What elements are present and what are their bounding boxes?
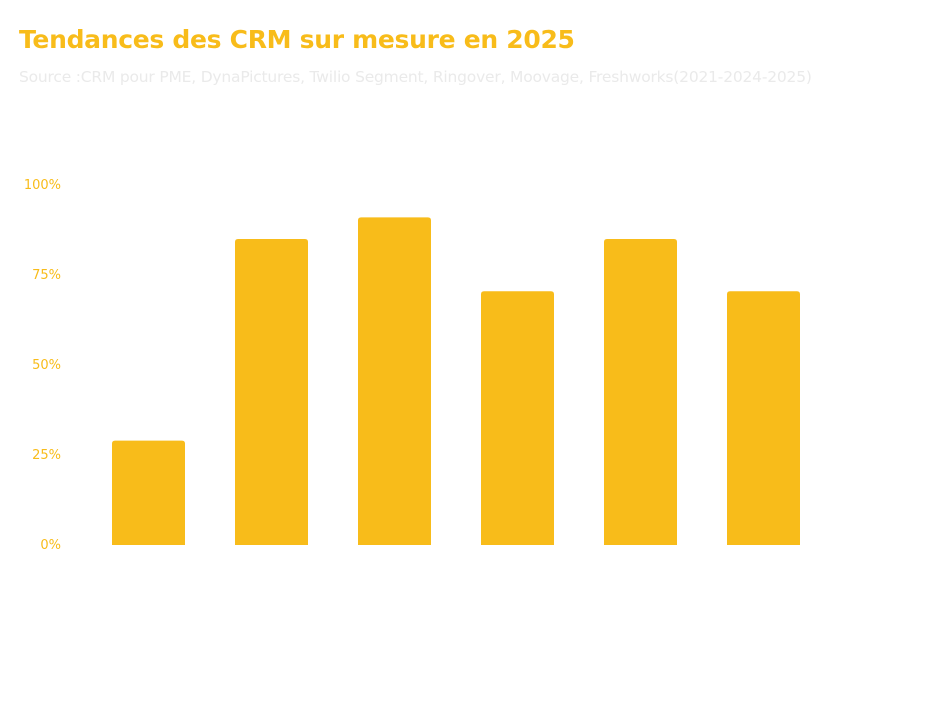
chart-subtitle: Source :CRM pour PME, DynaPictures, Twil…: [19, 68, 812, 86]
bar-6: [727, 291, 800, 545]
bar-1: [112, 440, 185, 545]
chart-title: Tendances des CRM sur mesure en 2025: [19, 25, 575, 54]
bar-3: [358, 217, 431, 545]
bar-4: [481, 291, 554, 545]
bar-5: [604, 239, 677, 545]
bars: [112, 217, 800, 545]
bar-2: [235, 239, 308, 545]
y-tick-label: 25%: [32, 448, 61, 463]
y-axis-ticks: 0% 25% 50% 75% 100%: [24, 178, 61, 553]
y-tick-label: 50%: [32, 358, 61, 373]
y-tick-label: 75%: [32, 268, 61, 283]
y-tick-label: 0%: [40, 538, 61, 553]
y-tick-label: 100%: [24, 178, 61, 193]
